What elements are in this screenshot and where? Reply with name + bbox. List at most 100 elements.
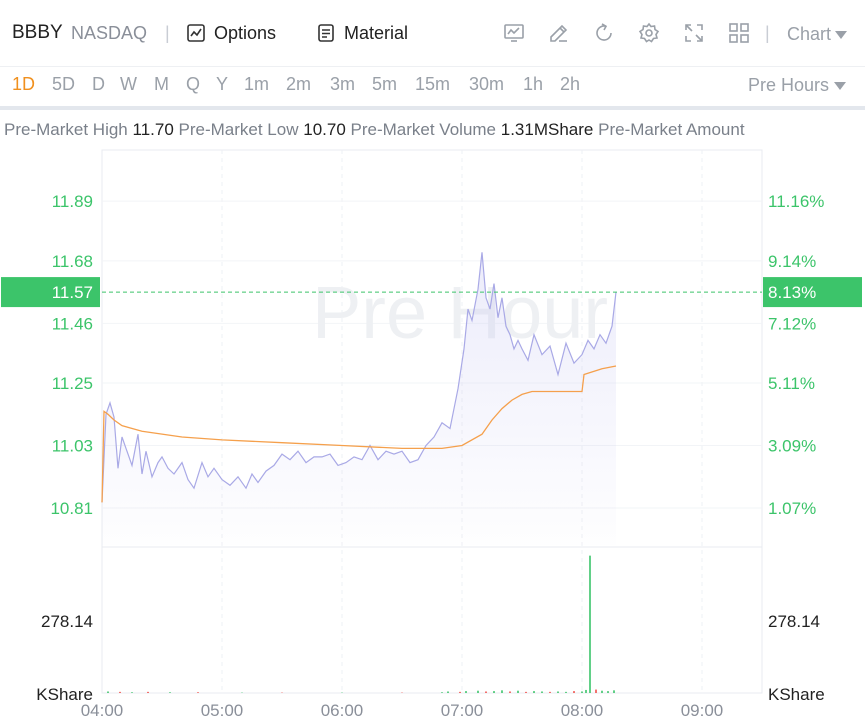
volume-bar (107, 691, 109, 693)
options-icon (186, 23, 206, 43)
volume-bar (533, 691, 535, 693)
layout-icon[interactable] (724, 18, 754, 48)
session-label: Pre Hours (748, 75, 830, 95)
tool-icons (499, 18, 769, 48)
volume-bar (589, 555, 591, 693)
x-tick-label: 05:00 (201, 701, 244, 720)
volume-bar (493, 691, 495, 693)
period-tab[interactable]: 5m (372, 74, 398, 94)
period-tab[interactable]: 15m (415, 74, 451, 94)
fullscreen-icon[interactable] (679, 18, 709, 48)
exchange-label: NASDAQ (71, 23, 148, 43)
material-button[interactable]: Material (316, 20, 408, 46)
y-tick-label-right: 9.14% (768, 252, 816, 271)
price-line (101, 252, 617, 503)
volume-bar (147, 691, 149, 693)
caret-down-icon (834, 81, 847, 90)
volume-bar (601, 690, 603, 693)
period-tab[interactable]: 3m (330, 74, 356, 94)
volume-bar (573, 691, 575, 693)
volume-bar (169, 692, 171, 693)
volume-unit-left: KShare (36, 685, 93, 704)
volume-bar (595, 689, 597, 693)
options-button[interactable]: Options (186, 20, 276, 46)
stat-label: Pre-Market Volume (350, 120, 497, 139)
volume-bar (485, 691, 487, 693)
current-price-label: 11.57 (52, 283, 93, 302)
stat-label: Pre-Market High (4, 120, 128, 139)
volume-bar (441, 692, 443, 693)
period-tab[interactable]: D (92, 74, 105, 94)
period-tab[interactable]: 1h (523, 74, 544, 94)
ticker-symbol: BBBY (12, 22, 63, 43)
x-tick-label: 07:00 (441, 701, 484, 720)
y-tick-label-left: 11.89 (52, 192, 93, 211)
y-tick-label-left: 11.46 (52, 314, 93, 333)
divider: | (165, 23, 170, 43)
volume-bar (465, 691, 467, 693)
volume-bar (541, 691, 543, 693)
stat-value: 11.70 (132, 120, 174, 139)
volume-bar (197, 692, 199, 693)
y-tick-label-right: 11.16% (768, 192, 824, 211)
period-tab[interactable]: M (154, 74, 169, 94)
y-tick-label-left: 11.25 (52, 374, 93, 393)
settings-icon[interactable] (634, 18, 664, 48)
toolbar: BBBY NASDAQ | Options Material (0, 0, 865, 66)
volume-unit-right: KShare (768, 685, 825, 704)
volume-bar (549, 691, 551, 693)
y-tick-label-right: 3.09% (768, 437, 816, 456)
indicator-icon[interactable] (499, 18, 529, 48)
stat-value: 10.70 (303, 120, 346, 139)
y-tick-label-left: 11.03 (52, 437, 93, 456)
period-tab[interactable]: Y (216, 74, 229, 94)
current-change-label: 8.13% (768, 283, 816, 302)
stat-label: Pre-Market Low (178, 120, 299, 139)
x-tick-label: 06:00 (321, 701, 364, 720)
y-tick-label-right: 1.07% (768, 499, 816, 518)
volume-bar (447, 691, 449, 693)
price-area (102, 252, 616, 546)
period-tab[interactable]: Q (186, 74, 201, 94)
stat-label: Pre-Market Amount (598, 120, 745, 139)
premarket-stats: Pre-Market High 11.70 Pre-Market Low 10.… (4, 120, 745, 140)
current-change-badge (763, 277, 862, 308)
period-tab[interactable]: W (120, 74, 137, 94)
volume-bar (613, 690, 615, 693)
plot-frame (101, 149, 763, 694)
period-tab[interactable]: 5D (52, 74, 76, 94)
divider (0, 106, 865, 110)
draw-icon[interactable] (544, 18, 574, 48)
y-tick-label-right: 5.11% (768, 374, 815, 393)
volume-bar (131, 692, 133, 693)
caret-down-icon (835, 30, 848, 39)
document-icon (316, 23, 336, 43)
period-tab[interactable]: 30m (469, 74, 505, 94)
volume-bar (477, 690, 479, 693)
y-tick-label-left: 10.81 (50, 499, 93, 518)
y-tick-label-right: 7.12% (768, 314, 816, 333)
material-label: Material (344, 22, 409, 43)
period-tab[interactable]: 1D (12, 74, 36, 94)
period-tab[interactable]: 2h (560, 74, 581, 94)
session-select[interactable]: Pre Hours (748, 75, 847, 96)
volume-bar (607, 691, 609, 693)
average-price-line (101, 365, 617, 503)
divider: | (765, 23, 770, 43)
volume-bar (525, 691, 527, 693)
refresh-icon[interactable] (589, 18, 619, 48)
period-tab[interactable]: 2m (286, 74, 312, 94)
volume-bar (509, 691, 511, 693)
chart-type-label: Chart (787, 24, 832, 44)
volume-bar (119, 691, 121, 693)
volume-bar (459, 691, 461, 693)
volume-tick-label-left: 278.14 (41, 612, 93, 631)
volume-tick-label-right: 278.14 (768, 612, 820, 631)
current-price-badge (1, 277, 100, 308)
volume-bar (585, 689, 587, 693)
period-tab[interactable]: 1m (244, 74, 270, 94)
x-tick-label: 04:00 (81, 701, 124, 720)
chart-type-select[interactable]: Chart (787, 24, 848, 45)
x-tick-label: 08:00 (561, 701, 604, 720)
